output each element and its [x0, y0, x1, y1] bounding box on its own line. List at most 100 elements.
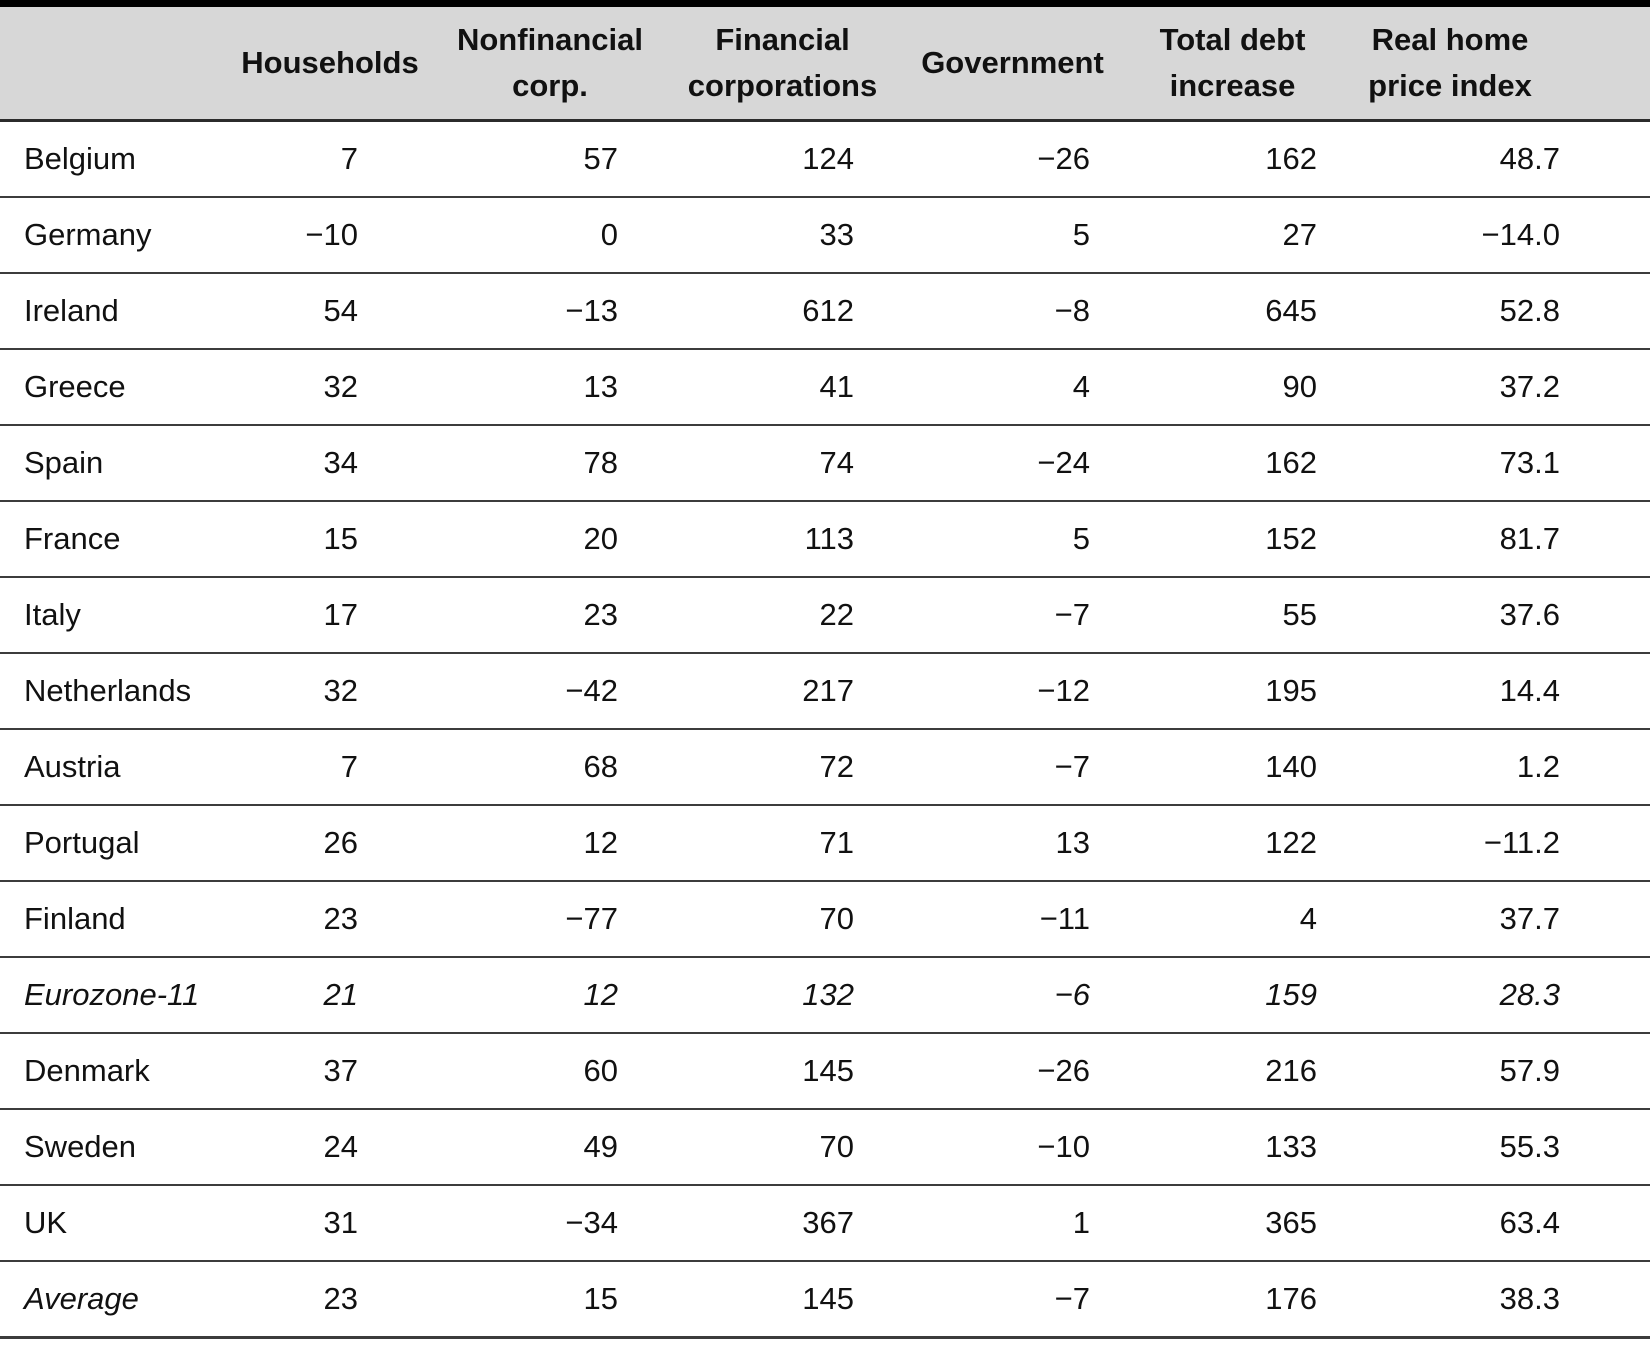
cell: −7 [900, 577, 1125, 654]
cell: −12 [900, 653, 1125, 730]
row-label: Belgium [0, 120, 225, 198]
table-row: Sweden 24 49 70 −10 133 55.3 [0, 1109, 1650, 1186]
cell: 37.2 [1340, 349, 1650, 426]
cell: 122 [1125, 805, 1340, 882]
cell: 55 [1125, 577, 1340, 654]
row-label: Portugal [0, 805, 225, 882]
cell: −11.2 [1340, 805, 1650, 882]
cell: 63.4 [1340, 1185, 1650, 1262]
row-label: France [0, 501, 225, 578]
cell: 176 [1125, 1261, 1340, 1339]
cell: 1.2 [1340, 729, 1650, 806]
cell: 152 [1125, 501, 1340, 578]
cell: 73.1 [1340, 425, 1650, 502]
cell: 365 [1125, 1185, 1340, 1262]
cell: 7 [225, 729, 435, 806]
row-label: Greece [0, 349, 225, 426]
row-label: Germany [0, 197, 225, 274]
row-label: Denmark [0, 1033, 225, 1110]
column-header-households: Households [225, 0, 435, 122]
row-label: Finland [0, 881, 225, 958]
cell: −42 [435, 653, 665, 730]
table-row: Austria 7 68 72 −7 140 1.2 [0, 729, 1650, 806]
cell: 55.3 [1340, 1109, 1650, 1186]
cell: 145 [665, 1261, 900, 1339]
cell: −10 [900, 1109, 1125, 1186]
cell: 0 [435, 197, 665, 274]
table-row: Average 23 15 145 −7 176 38.3 [0, 1261, 1650, 1339]
table-row: UK 31 −34 367 1 365 63.4 [0, 1185, 1650, 1262]
cell: 1 [900, 1185, 1125, 1262]
corner-cell [0, 0, 225, 122]
column-header-total-debt-increase: Total debt increase [1125, 0, 1340, 122]
cell: 70 [665, 1109, 900, 1186]
cell: 74 [665, 425, 900, 502]
row-label: Sweden [0, 1109, 225, 1186]
cell: 132 [665, 957, 900, 1034]
cell: 24 [225, 1109, 435, 1186]
cell: 90 [1125, 349, 1340, 426]
cell: 159 [1125, 957, 1340, 1034]
cell: 162 [1125, 425, 1340, 502]
cell: 28.3 [1340, 957, 1650, 1034]
cell: 54 [225, 273, 435, 350]
cell: 57 [435, 120, 665, 198]
column-header-financial-corporations: Financial corporations [665, 0, 900, 122]
row-label: UK [0, 1185, 225, 1262]
cell: 23 [225, 881, 435, 958]
table-row: Ireland 54 −13 612 −8 645 52.8 [0, 273, 1650, 350]
cell: −7 [900, 729, 1125, 806]
cell: 68 [435, 729, 665, 806]
cell: 23 [435, 577, 665, 654]
cell: 49 [435, 1109, 665, 1186]
cell: 140 [1125, 729, 1340, 806]
cell: 14.4 [1340, 653, 1650, 730]
header-row: Households Nonfinancial corp. Financial … [0, 0, 1650, 122]
cell: 31 [225, 1185, 435, 1262]
cell: 37.6 [1340, 577, 1650, 654]
cell: 32 [225, 653, 435, 730]
cell: 33 [665, 197, 900, 274]
cell: 71 [665, 805, 900, 882]
table-row: Italy 17 23 22 −7 55 37.6 [0, 577, 1650, 654]
cell: 60 [435, 1033, 665, 1110]
cell: −34 [435, 1185, 665, 1262]
cell: −10 [225, 197, 435, 274]
cell: 13 [435, 349, 665, 426]
row-label: Austria [0, 729, 225, 806]
cell: 26 [225, 805, 435, 882]
cell: 133 [1125, 1109, 1340, 1186]
table-row: France 15 20 113 5 152 81.7 [0, 501, 1650, 578]
cell: 37.7 [1340, 881, 1650, 958]
cell: 70 [665, 881, 900, 958]
cell: 5 [900, 501, 1125, 578]
cell: 48.7 [1340, 120, 1650, 198]
cell: 162 [1125, 120, 1340, 198]
cell: 15 [225, 501, 435, 578]
cell: 34 [225, 425, 435, 502]
cell: 32 [225, 349, 435, 426]
cell: −26 [900, 120, 1125, 198]
cell: 72 [665, 729, 900, 806]
table-row: Greece 32 13 41 4 90 37.2 [0, 349, 1650, 426]
cell: 5 [900, 197, 1125, 274]
row-label: Netherlands [0, 653, 225, 730]
cell: 367 [665, 1185, 900, 1262]
cell: 37 [225, 1033, 435, 1110]
cell: 81.7 [1340, 501, 1650, 578]
cell: 57.9 [1340, 1033, 1650, 1110]
cell: −77 [435, 881, 665, 958]
row-label: Average [0, 1261, 225, 1339]
cell: 124 [665, 120, 900, 198]
row-label: Italy [0, 577, 225, 654]
cell: 145 [665, 1033, 900, 1110]
column-header-nonfinancial-corp: Nonfinancial corp. [435, 0, 665, 122]
table-row: Belgium 7 57 124 −26 162 48.7 [0, 120, 1650, 198]
cell: −11 [900, 881, 1125, 958]
cell: 21 [225, 957, 435, 1034]
cell: −24 [900, 425, 1125, 502]
cell: 17 [225, 577, 435, 654]
cell: 113 [665, 501, 900, 578]
cell: 38.3 [1340, 1261, 1650, 1339]
